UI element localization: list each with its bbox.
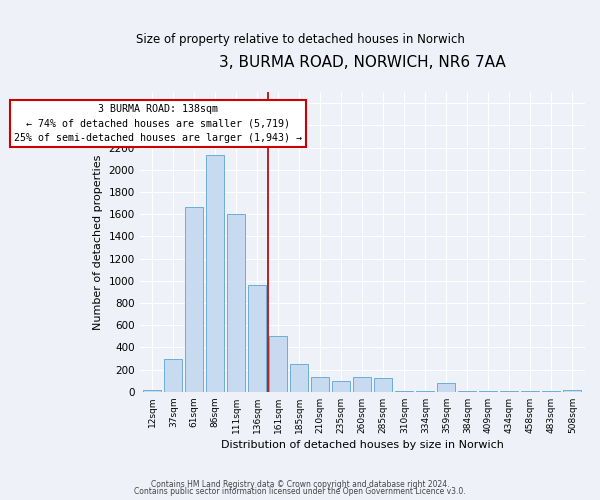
Bar [227, 214, 245, 392]
Bar [185, 208, 203, 392]
Text: Contains HM Land Registry data © Crown copyright and database right 2024.: Contains HM Land Registry data © Crown c… [151, 480, 449, 489]
Bar [164, 359, 182, 392]
Bar [353, 378, 371, 392]
Bar [374, 378, 392, 392]
Bar [563, 390, 581, 392]
Text: Size of property relative to detached houses in Norwich: Size of property relative to detached ho… [136, 32, 464, 46]
Text: 3 BURMA ROAD: 138sqm
← 74% of detached houses are smaller (5,719)
25% of semi-de: 3 BURMA ROAD: 138sqm ← 74% of detached h… [14, 104, 302, 143]
Bar [458, 390, 476, 392]
Bar [311, 378, 329, 392]
Bar [143, 390, 161, 392]
Bar [290, 364, 308, 392]
Bar [248, 285, 266, 392]
Title: 3, BURMA ROAD, NORWICH, NR6 7AA: 3, BURMA ROAD, NORWICH, NR6 7AA [219, 55, 506, 70]
Bar [500, 390, 518, 392]
Bar [416, 390, 434, 392]
Bar [479, 390, 497, 392]
Bar [332, 382, 350, 392]
Bar [395, 390, 413, 392]
Bar [437, 383, 455, 392]
X-axis label: Distribution of detached houses by size in Norwich: Distribution of detached houses by size … [221, 440, 504, 450]
Bar [521, 390, 539, 392]
Y-axis label: Number of detached properties: Number of detached properties [93, 154, 103, 330]
Bar [206, 156, 224, 392]
Bar [269, 336, 287, 392]
Text: Contains public sector information licensed under the Open Government Licence v3: Contains public sector information licen… [134, 488, 466, 496]
Bar [542, 390, 560, 392]
